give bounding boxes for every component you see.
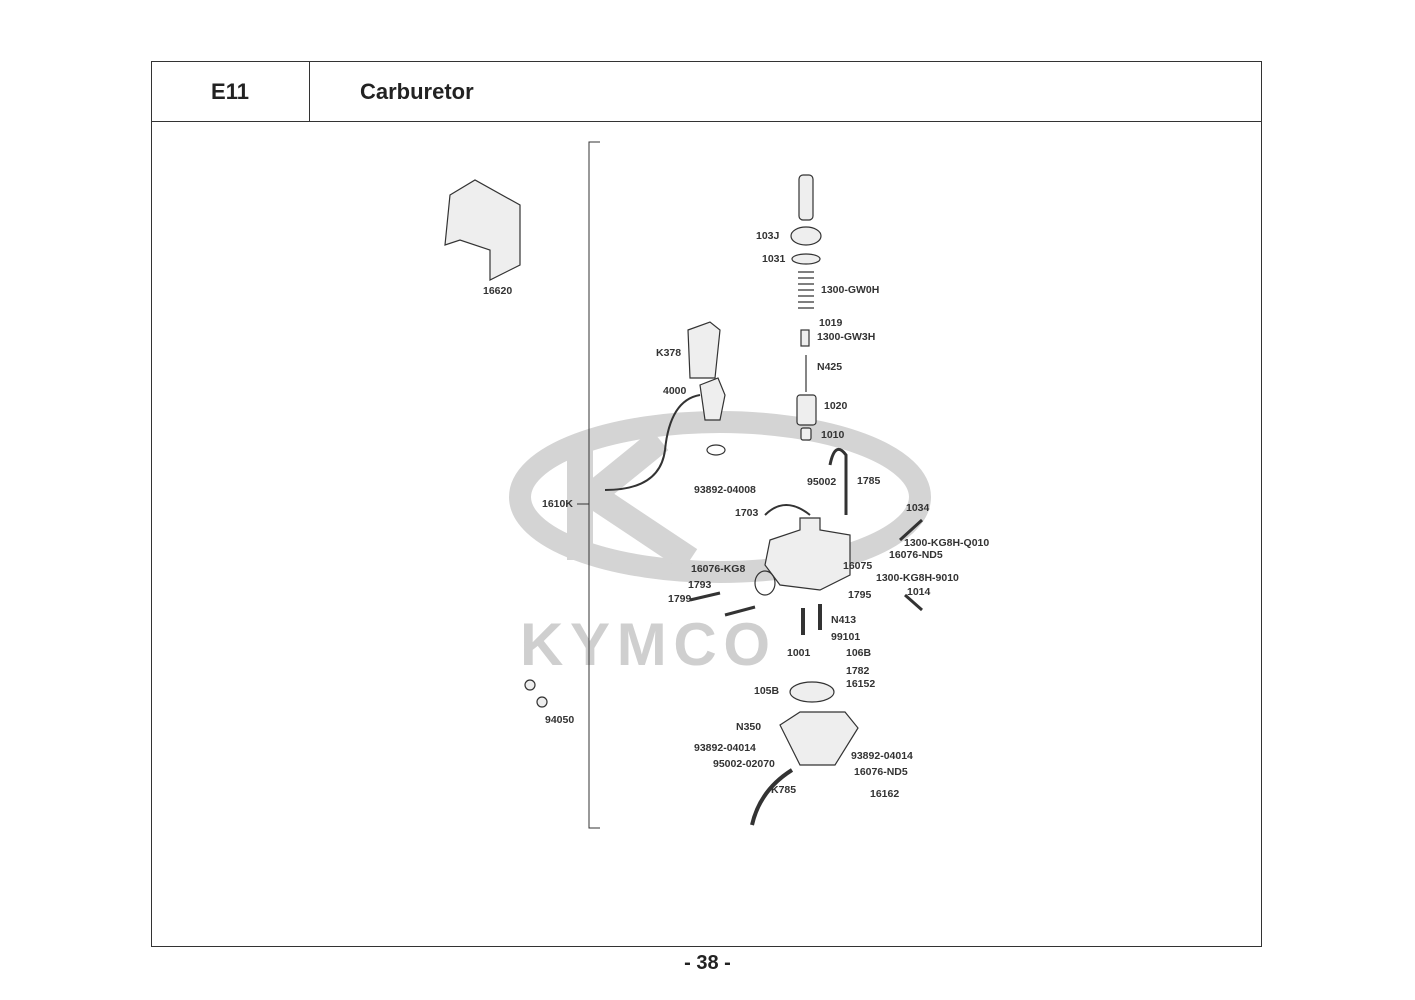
part-label[interactable]: 1020 <box>824 400 848 412</box>
part-label[interactable]: 16076-KG8 <box>691 563 746 575</box>
part-label[interactable]: K785 <box>771 784 797 796</box>
page-number: - 38 - <box>684 952 731 974</box>
part-1703-clamp <box>764 504 811 516</box>
assembly-bracket <box>577 141 600 829</box>
part-label[interactable]: 1014 <box>907 586 931 598</box>
part-1785-tube <box>828 447 848 515</box>
part-label[interactable]: 1034 <box>906 502 930 514</box>
part-label[interactable]: 93892-04014 <box>694 742 756 754</box>
svg-text:KYMCO: KYMCO <box>520 611 770 678</box>
part-label[interactable]: 1019 <box>819 317 843 329</box>
part-label[interactable]: 1001 <box>787 647 811 659</box>
part-label[interactable]: 105B <box>754 685 780 697</box>
part-label[interactable]: 95002-02070 <box>713 758 775 770</box>
part-103j-top <box>798 174 814 221</box>
part-1020-slide <box>796 394 817 426</box>
part-carburetor-body <box>764 517 851 591</box>
part-label[interactable]: 1010 <box>821 429 845 441</box>
part-label[interactable]: 93892-04014 <box>851 750 913 762</box>
diagram-frame <box>151 61 1262 947</box>
part-label[interactable]: 94050 <box>545 714 575 726</box>
part-label[interactable]: 16076-ND5 <box>854 766 908 778</box>
part-label[interactable]: 1300-GW3H <box>817 331 876 343</box>
part-k785-hose <box>750 768 794 826</box>
part-label[interactable]: 1793 <box>688 579 712 591</box>
part-label[interactable]: 16162 <box>870 788 900 800</box>
part-label[interactable]: 1795 <box>848 589 872 601</box>
part-label[interactable]: N350 <box>736 721 762 733</box>
part-label[interactable]: N413 <box>831 614 857 626</box>
part-label[interactable]: 106B <box>846 647 872 659</box>
part-label[interactable]: 1703 <box>735 507 759 519</box>
page-title: Carburetor <box>360 78 474 104</box>
part-label[interactable]: 16076-ND5 <box>889 549 943 561</box>
part-16620-cover <box>444 179 521 281</box>
part-label[interactable]: 16152 <box>846 678 876 690</box>
part-label[interactable]: 1300-KG8H-Q010 <box>904 537 990 549</box>
part-label[interactable]: 1610K <box>542 498 573 510</box>
part-105b <box>789 681 835 703</box>
part-label[interactable]: 1785 <box>857 475 881 487</box>
part-label[interactable]: K378 <box>656 347 682 359</box>
part-label[interactable]: 4000 <box>663 385 687 397</box>
part-label[interactable]: 1300-GW0H <box>821 284 880 296</box>
part-label[interactable]: 95002 <box>807 476 837 488</box>
part-4000-choke <box>699 377 726 421</box>
part-label[interactable]: 1799 <box>668 593 692 605</box>
section-code: E11 <box>151 61 310 122</box>
part-label[interactable]: 16075 <box>843 560 873 572</box>
part-label[interactable]: 1782 <box>846 665 870 677</box>
kymco-watermark: KYMCO <box>509 411 931 678</box>
part-label[interactable]: 1031 <box>762 253 786 265</box>
part-n350-bowl <box>779 711 859 766</box>
part-label[interactable]: 99101 <box>831 631 861 643</box>
part-spring <box>798 271 814 309</box>
part-drawings <box>444 174 924 826</box>
part-1610k-wire <box>604 394 701 491</box>
part-k378 <box>687 321 721 379</box>
part-label[interactable]: 103J <box>756 230 780 242</box>
part-label[interactable]: N425 <box>817 361 843 373</box>
part-label[interactable]: 16620 <box>483 285 513 297</box>
part-label[interactable]: 1300-KG8H-9010 <box>876 572 959 584</box>
header-divider <box>151 121 1262 122</box>
part-label[interactable]: 93892-04008 <box>694 484 756 496</box>
